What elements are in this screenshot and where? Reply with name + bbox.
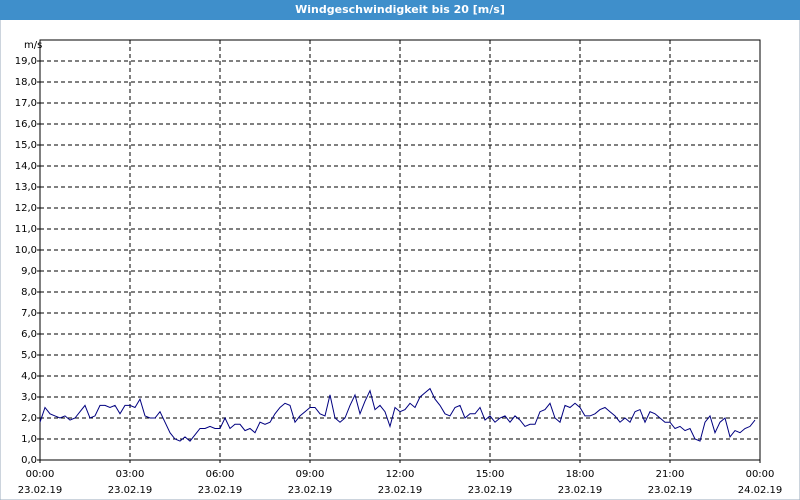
- y-tick-label: 10,0: [15, 245, 37, 256]
- y-tick-label: 1,0: [21, 434, 37, 445]
- x-tick-label: 06:00: [206, 469, 235, 480]
- x-tick-date: 23.02.19: [18, 485, 63, 496]
- x-tick-date: 23.02.19: [468, 485, 513, 496]
- y-tick-label: 7,0: [21, 308, 37, 319]
- x-tick-date: 23.02.19: [648, 485, 693, 496]
- y-tick-label: 14,0: [15, 161, 37, 172]
- y-tick-label: 8,0: [21, 287, 37, 298]
- y-tick-label: 16,0: [15, 119, 37, 130]
- x-tick-label: 00:00: [26, 469, 55, 480]
- y-tick-label: 2,0: [21, 413, 37, 424]
- y-tick-label: 6,0: [21, 329, 37, 340]
- y-tick-label: 4,0: [21, 371, 37, 382]
- y-tick-label: 5,0: [21, 350, 37, 361]
- y-tick-label: 13,0: [15, 182, 37, 193]
- y-unit: m/s: [24, 40, 42, 51]
- x-tick-label: 15:00: [476, 469, 505, 480]
- y-tick-label: 12,0: [15, 203, 37, 214]
- y-tick-label: 0,0: [21, 455, 37, 466]
- x-tick-date: 23.02.19: [378, 485, 423, 496]
- y-tick-label: 17,0: [15, 98, 37, 109]
- chart-title: Windgeschwindigkeit bis 20 [m/s]: [295, 3, 505, 16]
- x-tick-label: 12:00: [386, 469, 415, 480]
- y-tick-label: 11,0: [15, 224, 37, 235]
- x-tick-date: 24.02.19: [738, 485, 783, 496]
- y-tick-label: 15,0: [15, 140, 37, 151]
- x-tick-date: 23.02.19: [288, 485, 333, 496]
- x-tick-label: 18:00: [566, 469, 595, 480]
- x-tick-label: 00:00: [746, 469, 775, 480]
- title-bar: [0, 0, 800, 20]
- x-tick-label: 03:00: [116, 469, 145, 480]
- y-tick-label: 19,0: [15, 56, 37, 67]
- x-tick-label: 21:00: [656, 469, 685, 480]
- x-tick-label: 09:00: [296, 469, 325, 480]
- data-line: [39, 387, 756, 442]
- x-tick-date: 23.02.19: [558, 485, 603, 496]
- grid: [39, 40, 761, 461]
- y-tick-label: 3,0: [21, 392, 37, 403]
- y-tick-label: 9,0: [21, 266, 37, 277]
- y-tick-label: 18,0: [15, 77, 37, 88]
- x-tick-date: 23.02.19: [198, 485, 243, 496]
- x-tick-date: 23.02.19: [108, 485, 153, 496]
